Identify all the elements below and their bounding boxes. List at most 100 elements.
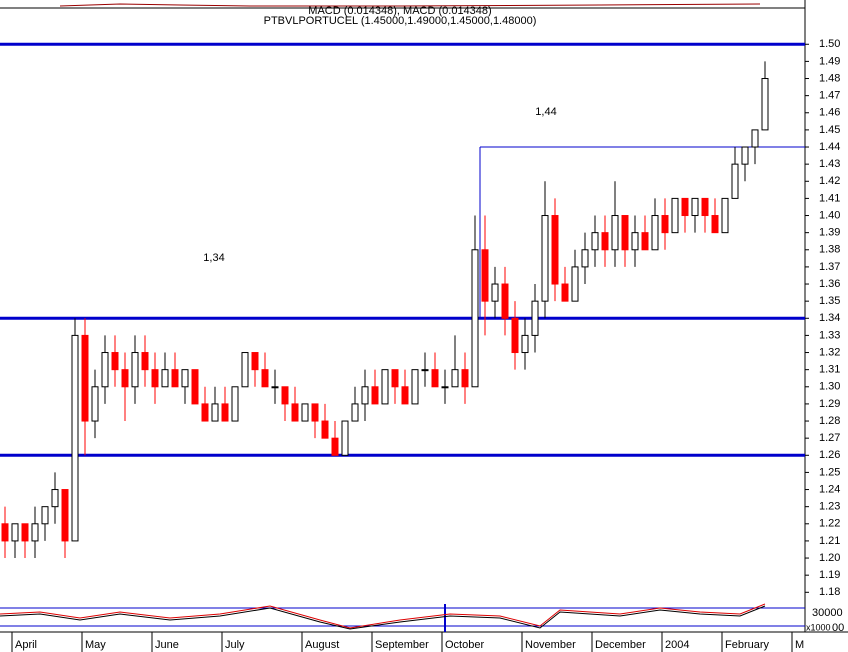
panel-unit: x1000 [806,622,831,632]
x-tick-label: June [155,639,179,651]
candle-body [461,369,469,388]
candle-body [191,369,199,405]
candle-body [241,352,249,388]
candle-body [251,352,259,371]
y-tick-label: 1.42 [819,175,840,187]
candle-body [71,334,79,542]
y-tick-label: 1.18 [819,586,840,598]
y-tick-label: 1.37 [819,261,840,273]
y-tick-label: 1.48 [819,72,840,84]
y-tick-label: 1.26 [819,449,840,461]
candle-body [551,215,559,285]
candle-body [401,386,409,405]
chart-title: PTBVLPORTUCEL (1.45000,1.49000,1.45000,1… [264,15,537,27]
candle-body [131,352,139,388]
candle-body [411,369,419,405]
candle-body [81,334,89,422]
candle-body [681,197,689,217]
x-tick-label: July [225,639,245,651]
x-tick-label: 2004 [665,639,689,651]
candle-body [221,403,229,422]
x-tick-label: August [305,639,339,651]
candle-body [651,215,659,251]
x-tick-label: February [725,639,770,651]
candle-body [521,334,529,354]
y-tick-label: 1.30 [819,381,840,393]
x-tick-label: May [85,639,106,651]
y-tick-label: 1.46 [819,107,840,119]
y-tick-label: 1.41 [819,192,840,204]
candle-body [621,215,629,251]
candle-body [691,197,699,217]
candle-body [391,369,399,388]
oscillator-line [0,603,766,629]
panel-label: 30000 [812,607,843,619]
candle-body [161,369,169,388]
candle-body [661,215,669,234]
candle-body [741,146,749,165]
candle-body [501,283,509,319]
candle-body [281,386,289,405]
y-tick-label: 1.36 [819,278,840,290]
candle-body [571,266,579,302]
candle-body [591,232,599,251]
y-tick-label: 1.39 [819,227,840,239]
candle-body [641,232,649,251]
y-tick-label: 1.20 [819,552,840,564]
candle-body [61,489,69,542]
candle-body [481,249,489,302]
x-tick-label: November [525,639,576,651]
candle-body [441,386,449,389]
y-tick-label: 1.21 [819,535,840,547]
x-tick-label: October [445,639,484,651]
candle-body [451,369,459,388]
y-tick-label: 1.19 [819,569,840,581]
candle-body [561,283,569,302]
x-tick-label: April [15,639,37,651]
level-label: 1,44 [535,106,556,118]
candle-body [361,386,369,405]
panel-label: 00 [832,622,844,634]
candle-body [271,386,279,389]
candle-body [751,129,759,148]
candle-body [541,215,549,302]
y-tick-label: 1.31 [819,364,840,376]
y-tick-label: 1.25 [819,466,840,478]
macd-line [59,3,761,7]
candle-body [91,386,99,422]
y-tick-label: 1.49 [819,55,840,67]
candle-body [1,523,9,542]
oscillator-line [0,605,766,630]
y-tick-label: 1.29 [819,398,840,410]
candle-body [701,197,709,217]
level-label: 1,34 [203,252,224,264]
y-tick-label: 1.47 [819,90,840,102]
y-tick-label: 1.33 [819,329,840,341]
candle-body [41,506,49,525]
x-tick-label: December [595,639,646,651]
candle-body [141,352,149,371]
candle-body [601,232,609,251]
candle-body [171,369,179,388]
y-tick-label: 1.34 [819,312,840,324]
y-tick-label: 1.35 [819,295,840,307]
y-tick-label: 1.22 [819,518,840,530]
candle-body [301,403,309,422]
candle-body [421,369,429,372]
candle-body [711,215,719,234]
y-tick-label: 1.43 [819,158,840,170]
candle-body [351,403,359,422]
candle-body [11,523,19,542]
candle-body [291,403,299,422]
candle-body [381,369,389,405]
macd-label: MACD (0.014348), MACD (0.014348) [308,5,491,17]
y-tick-label: 1.27 [819,432,840,444]
y-tick-label: 1.24 [819,483,840,495]
candle-body [181,369,189,388]
candle-body [111,352,119,371]
candle-body [511,317,519,354]
candle-body [261,369,269,388]
candle-body [721,197,729,234]
